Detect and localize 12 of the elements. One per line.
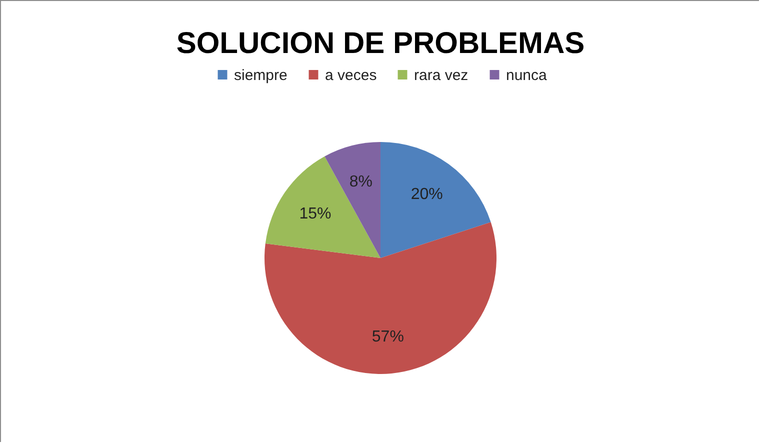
data-label: 8% (349, 174, 372, 191)
chart-title: SOLUCION DE PROBLEMAS (176, 27, 585, 60)
legend-label: siempre (234, 66, 288, 84)
pie-slice (380, 142, 491, 258)
data-label: 57% (372, 328, 404, 346)
pie-slice (264, 222, 496, 374)
data-label: 15% (299, 206, 332, 223)
data-label: 20% (410, 186, 443, 204)
legend-label: rara vez (414, 66, 468, 84)
pie-slice (265, 156, 380, 258)
legend-label: a veces (325, 66, 377, 84)
legend-label: nunca (506, 66, 548, 84)
